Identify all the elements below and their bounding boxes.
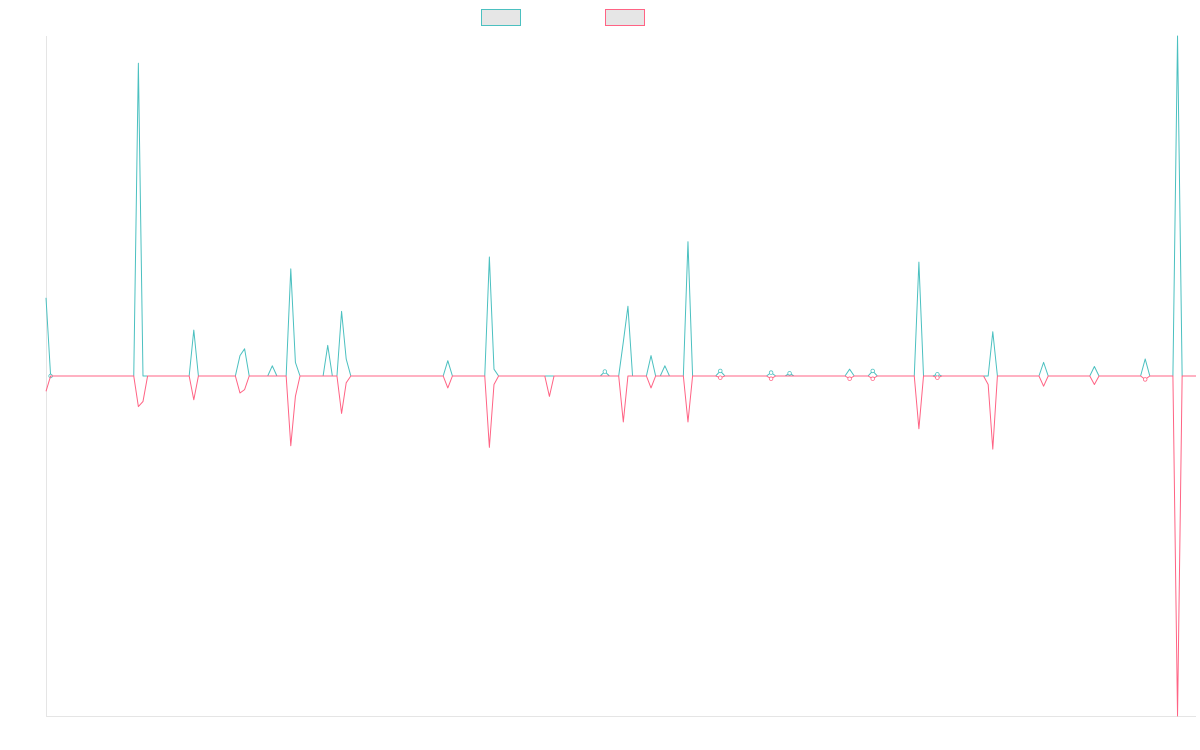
series-layer (45, 35, 1196, 717)
series-1-point-15 (602, 369, 608, 374)
series-1-point-21 (718, 368, 723, 374)
axes (46, 36, 1196, 717)
series-1-point-25 (870, 368, 875, 374)
series-2-point-17 (718, 375, 723, 380)
series-line-1 (45, 35, 1196, 377)
series-2-point-22 (935, 375, 940, 380)
legend-swatch-1[interactable] (481, 9, 521, 26)
series-1-point-22 (768, 370, 774, 375)
series-2-point-27 (1142, 377, 1148, 382)
series-2-point-20 (870, 376, 875, 381)
series-1-point-23 (787, 371, 792, 376)
legend (481, 9, 645, 26)
series-line-2 (45, 375, 1196, 717)
series-2-point-18 (768, 376, 774, 381)
series-2-point-19 (847, 376, 852, 381)
legend-swatch-2[interactable] (605, 9, 645, 26)
